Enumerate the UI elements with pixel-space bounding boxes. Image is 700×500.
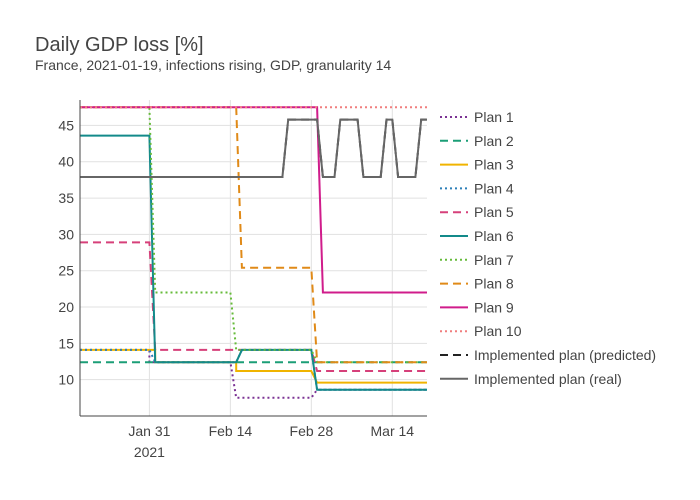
y-tick-label: 45 bbox=[58, 117, 74, 133]
legend-label: Plan 2 bbox=[474, 133, 514, 149]
y-tick-label: 10 bbox=[58, 372, 74, 388]
x-tick-label: Jan 31 bbox=[128, 423, 170, 439]
y-tick-label: 35 bbox=[58, 190, 74, 206]
y-tick-label: 20 bbox=[58, 299, 74, 315]
legend-label: Plan 1 bbox=[474, 109, 514, 125]
series-line-plan-12 bbox=[80, 118, 427, 178]
legend-item[interactable]: Plan 6 bbox=[440, 228, 514, 244]
y-tick-label: 15 bbox=[58, 335, 74, 351]
y-tick-label: 25 bbox=[58, 263, 74, 279]
x-tick-label: Feb 14 bbox=[209, 423, 253, 439]
x-tick-label: Mar 14 bbox=[371, 423, 415, 439]
series-line-plan-4 bbox=[80, 348, 427, 391]
series-line-plan-9 bbox=[80, 106, 427, 294]
chart-subtitle: France, 2021-01-19, infections rising, G… bbox=[35, 57, 391, 73]
legend-label: Plan 3 bbox=[474, 157, 514, 173]
series-line-plan-6 bbox=[80, 134, 427, 391]
chart-title: Daily GDP loss [%] bbox=[35, 34, 204, 56]
grid bbox=[80, 100, 427, 416]
legend-label: Plan 7 bbox=[474, 252, 514, 268]
series-line-plan-7 bbox=[80, 106, 427, 364]
legend-item[interactable]: Plan 7 bbox=[440, 252, 514, 268]
y-tick-label: 40 bbox=[58, 154, 74, 170]
legend-item[interactable]: Plan 2 bbox=[440, 133, 514, 149]
legend[interactable]: Plan 1 Plan 2 Plan 3 Plan 4 Plan 5 Plan 6 Plan… bbox=[440, 109, 656, 387]
legend-item[interactable]: Plan 9 bbox=[440, 299, 514, 315]
legend-label: Plan 5 bbox=[474, 204, 514, 220]
legend-item[interactable]: Plan 3 bbox=[440, 157, 514, 173]
plot-area bbox=[80, 106, 427, 399]
x-tick-label: Feb 28 bbox=[290, 423, 334, 439]
legend-label: Implemented plan (predicted) bbox=[474, 347, 656, 363]
legend-label: Plan 4 bbox=[474, 180, 514, 196]
axes: 10 15 20 25 30 35 40 45 Jan 31 Feb 14 Feb 28 Mar 14… bbox=[58, 100, 427, 460]
legend-item[interactable]: Plan 8 bbox=[440, 276, 514, 292]
legend-item[interactable]: Plan 5 bbox=[440, 204, 514, 220]
series-line-plan-11 bbox=[80, 118, 427, 178]
legend-item[interactable]: Implemented plan (predicted) bbox=[440, 347, 656, 363]
legend-item[interactable]: Implemented plan (real) bbox=[440, 371, 622, 387]
legend-label: Plan 9 bbox=[474, 299, 514, 315]
legend-item[interactable]: Plan 4 bbox=[440, 180, 514, 196]
legend-item[interactable]: Plan 1 bbox=[440, 109, 514, 125]
series-line-plan-3 bbox=[80, 348, 427, 384]
x-tick-sublabel: 2021 bbox=[134, 444, 165, 460]
legend-label: Plan 8 bbox=[474, 276, 514, 292]
legend-label: Implemented plan (real) bbox=[474, 371, 622, 387]
series-line-plan-5 bbox=[80, 241, 427, 372]
y-tick-label: 30 bbox=[58, 226, 74, 242]
legend-label: Plan 10 bbox=[474, 323, 522, 339]
legend-item[interactable]: Plan 10 bbox=[440, 323, 522, 339]
legend-label: Plan 6 bbox=[474, 228, 514, 244]
